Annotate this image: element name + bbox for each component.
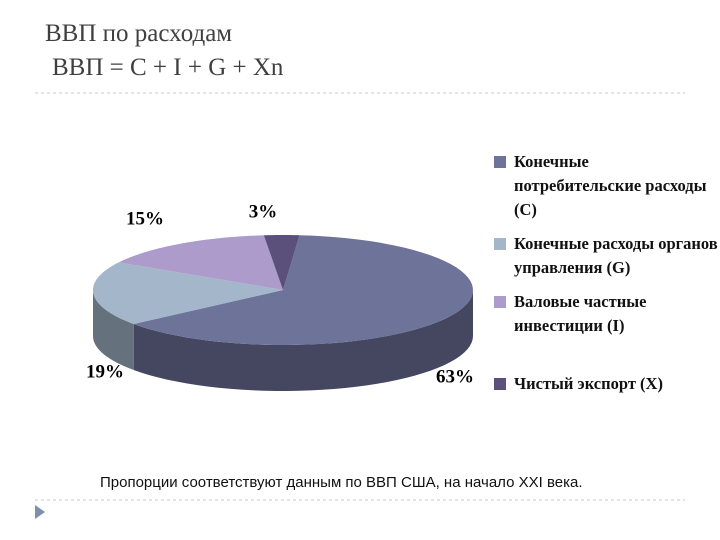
- legend-label: Конечные потребительские расходы (С): [514, 152, 707, 219]
- annotation: Пропорции соответствуют данным по ВВП СШ…: [100, 474, 583, 491]
- legend-label: Чистый экспорт (X): [514, 374, 663, 393]
- data-label: 19%: [86, 361, 124, 382]
- data-label: 63%: [436, 366, 474, 387]
- title: ВВП по расходам: [45, 20, 233, 47]
- data-label: 15%: [126, 208, 164, 229]
- slice-side: [133, 290, 473, 391]
- legend-label: Валовые частные инвестиции (I): [514, 292, 647, 335]
- slice-side: [93, 290, 134, 371]
- slice: [118, 235, 284, 290]
- subtitle: ВВП = C + I + G + Xn: [52, 54, 284, 81]
- legend: Конечные потребительские расходы (С) Коне…: [492, 150, 718, 406]
- legend-swatch: [494, 296, 506, 308]
- legend-swatch: [494, 378, 506, 390]
- bullet: [35, 505, 45, 519]
- legend-item: Конечные расходы органов управления (G): [492, 232, 718, 280]
- legend-item: Конечные потребительские расходы (С): [492, 150, 718, 222]
- slice: [133, 235, 473, 345]
- data-label: 3%: [249, 201, 278, 222]
- legend-swatch: [494, 156, 506, 168]
- legend-item: Валовые частные инвестиции (I): [492, 290, 718, 338]
- slice: [263, 235, 300, 290]
- legend-swatch: [494, 238, 506, 250]
- slice: [93, 262, 284, 325]
- legend-item: Чистый экспорт (X): [492, 372, 718, 396]
- legend-label: Конечные расходы органов управления (G): [514, 234, 718, 277]
